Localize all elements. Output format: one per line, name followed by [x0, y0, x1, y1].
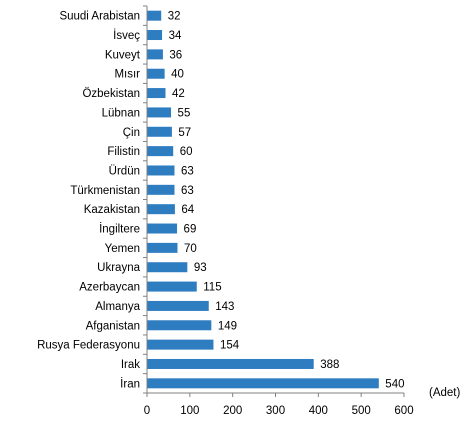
value-label-12: 70	[184, 243, 197, 255]
category-label-7: Filistin	[107, 146, 140, 158]
category-label-9: Türkmenistan	[70, 185, 140, 197]
x-axis-unit-label: (Adet)	[429, 387, 460, 399]
x-tick-label-5: 500	[352, 405, 371, 417]
category-label-3: Mısır	[114, 69, 140, 81]
value-label-19: 540	[385, 378, 404, 390]
bar-18	[147, 358, 314, 369]
x-tick-label-1: 100	[180, 405, 199, 417]
value-label-2: 36	[169, 49, 182, 61]
category-label-1: İsveç	[113, 29, 140, 42]
category-label-13: Ukrayna	[97, 262, 140, 274]
bar-8	[147, 165, 175, 176]
bar-15	[147, 300, 209, 311]
value-label-14: 115	[203, 282, 221, 294]
bar-16	[147, 320, 212, 331]
bar-11	[147, 223, 178, 234]
bar-6	[147, 126, 172, 137]
value-label-0: 32	[168, 11, 181, 23]
bar-14	[147, 281, 197, 292]
value-label-6: 57	[178, 127, 191, 139]
x-tick-label-6: 600	[394, 405, 413, 417]
value-label-10: 64	[181, 204, 194, 216]
category-label-11: İngiltere	[99, 223, 140, 236]
category-label-4: Özbekistan	[82, 88, 140, 100]
category-label-16: Afganistan	[86, 320, 140, 332]
x-tick-label-4: 400	[309, 405, 328, 417]
category-label-19: İran	[120, 377, 140, 390]
category-label-2: Kuveyt	[105, 49, 141, 61]
value-label-5: 55	[178, 107, 191, 119]
category-label-15: Almanya	[95, 301, 140, 313]
x-tick-label-2: 200	[223, 405, 242, 417]
bar-7	[147, 146, 174, 157]
value-label-7: 60	[180, 146, 193, 158]
value-label-17: 154	[220, 340, 240, 352]
bar-13	[147, 262, 188, 273]
category-label-10: Kazakistan	[84, 204, 140, 216]
value-label-8: 63	[181, 165, 194, 177]
value-label-18: 388	[320, 359, 339, 371]
value-label-3: 40	[171, 69, 184, 81]
category-label-6: Çin	[123, 127, 140, 139]
value-label-11: 69	[184, 224, 197, 236]
category-label-12: Yemen	[105, 243, 140, 255]
bar-10	[147, 204, 175, 215]
category-label-17: Rusya Federasyonu	[37, 340, 140, 352]
bar-17	[147, 339, 214, 350]
bar-19	[147, 378, 379, 389]
bar-4	[147, 88, 166, 99]
value-label-16: 149	[218, 320, 237, 332]
bar-2	[147, 49, 163, 60]
value-label-4: 42	[172, 88, 185, 100]
category-label-14: Azerbaycan	[79, 282, 140, 294]
bar-0	[147, 10, 162, 21]
category-label-0: Suudi Arabistan	[59, 11, 140, 23]
x-tick-label-3: 300	[266, 405, 285, 417]
value-label-13: 93	[194, 262, 207, 274]
category-label-5: Lübnan	[102, 107, 140, 119]
value-label-15: 143	[215, 301, 234, 313]
bar-5	[147, 107, 172, 118]
labels-layer: Suudi Arabistan 32 İsveç 34 Kuveyt 36 Mısır 40 Ö…	[37, 11, 414, 417]
x-tick-label-0: 0	[144, 405, 150, 417]
bar-3	[147, 68, 165, 79]
category-label-18: Irak	[121, 359, 140, 371]
category-label-8: Ürdün	[109, 165, 140, 177]
bar-12	[147, 242, 178, 253]
value-label-9: 63	[181, 185, 194, 197]
axis-layer	[143, 5, 405, 397]
bar-9	[147, 184, 175, 195]
bar-1	[147, 30, 163, 41]
value-label-1: 34	[169, 30, 182, 42]
bars-layer	[147, 10, 379, 389]
